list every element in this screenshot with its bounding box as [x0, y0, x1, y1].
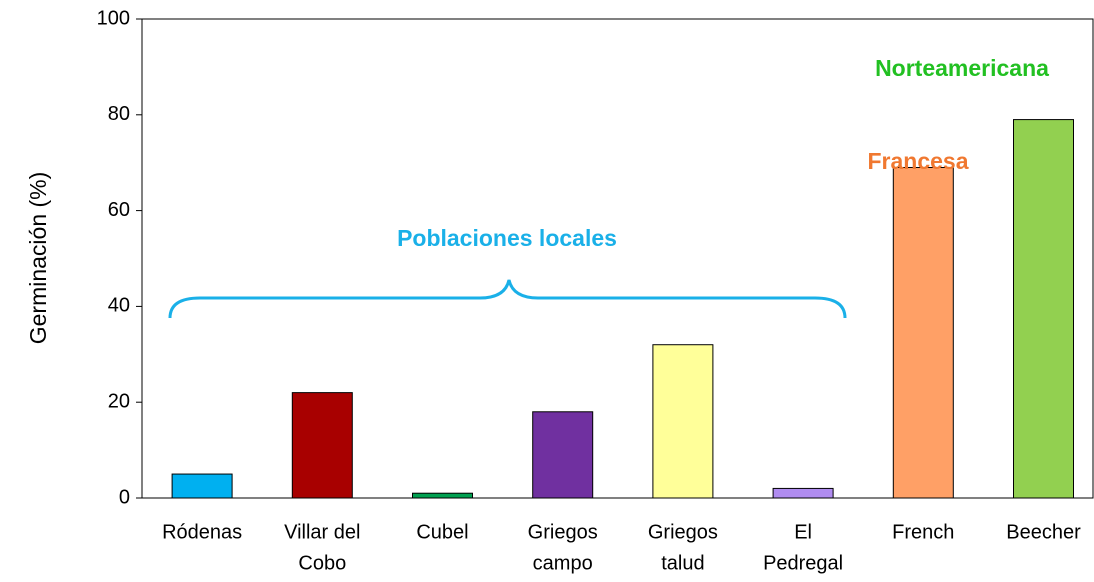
- y-tick-label: 20: [108, 390, 130, 412]
- x-tick-label: Villar del: [284, 521, 360, 543]
- brace: [168, 279, 847, 319]
- bar: [532, 411, 594, 499]
- plot-frame: [141, 18, 1094, 499]
- y-axis-label: Germinación (%): [25, 172, 51, 345]
- x-tick-label: Beecher: [1006, 521, 1081, 543]
- x-tick-label: campo: [533, 552, 593, 574]
- y-tick-label: 80: [108, 103, 130, 125]
- x-tick-label: Griegos: [648, 521, 718, 543]
- y-tick-label: 40: [108, 295, 130, 317]
- annotation: Poblaciones locales: [397, 225, 617, 251]
- y-tick-label: 100: [97, 7, 130, 29]
- x-tick-label: talud: [661, 552, 704, 574]
- bar: [892, 166, 954, 499]
- bar: [1013, 119, 1074, 499]
- y-tick-label: 60: [108, 199, 130, 221]
- annotation: Norteamericana: [875, 55, 1049, 81]
- bar: [412, 492, 473, 499]
- bar: [171, 473, 233, 499]
- bar: [291, 392, 353, 499]
- x-tick-label: Griegos: [528, 521, 598, 543]
- y-tick-label: 0: [119, 486, 130, 508]
- bar: [652, 344, 714, 499]
- x-tick-label: French: [892, 521, 954, 543]
- x-tick-label: Pedregal: [763, 552, 843, 574]
- bar: [772, 487, 834, 499]
- x-tick-label: Cubel: [416, 521, 468, 543]
- x-tick-label: Cobo: [298, 552, 346, 574]
- x-tick-label: El: [794, 521, 812, 543]
- x-tick-label: Ródenas: [162, 521, 242, 543]
- annotation: Francesa: [867, 148, 968, 174]
